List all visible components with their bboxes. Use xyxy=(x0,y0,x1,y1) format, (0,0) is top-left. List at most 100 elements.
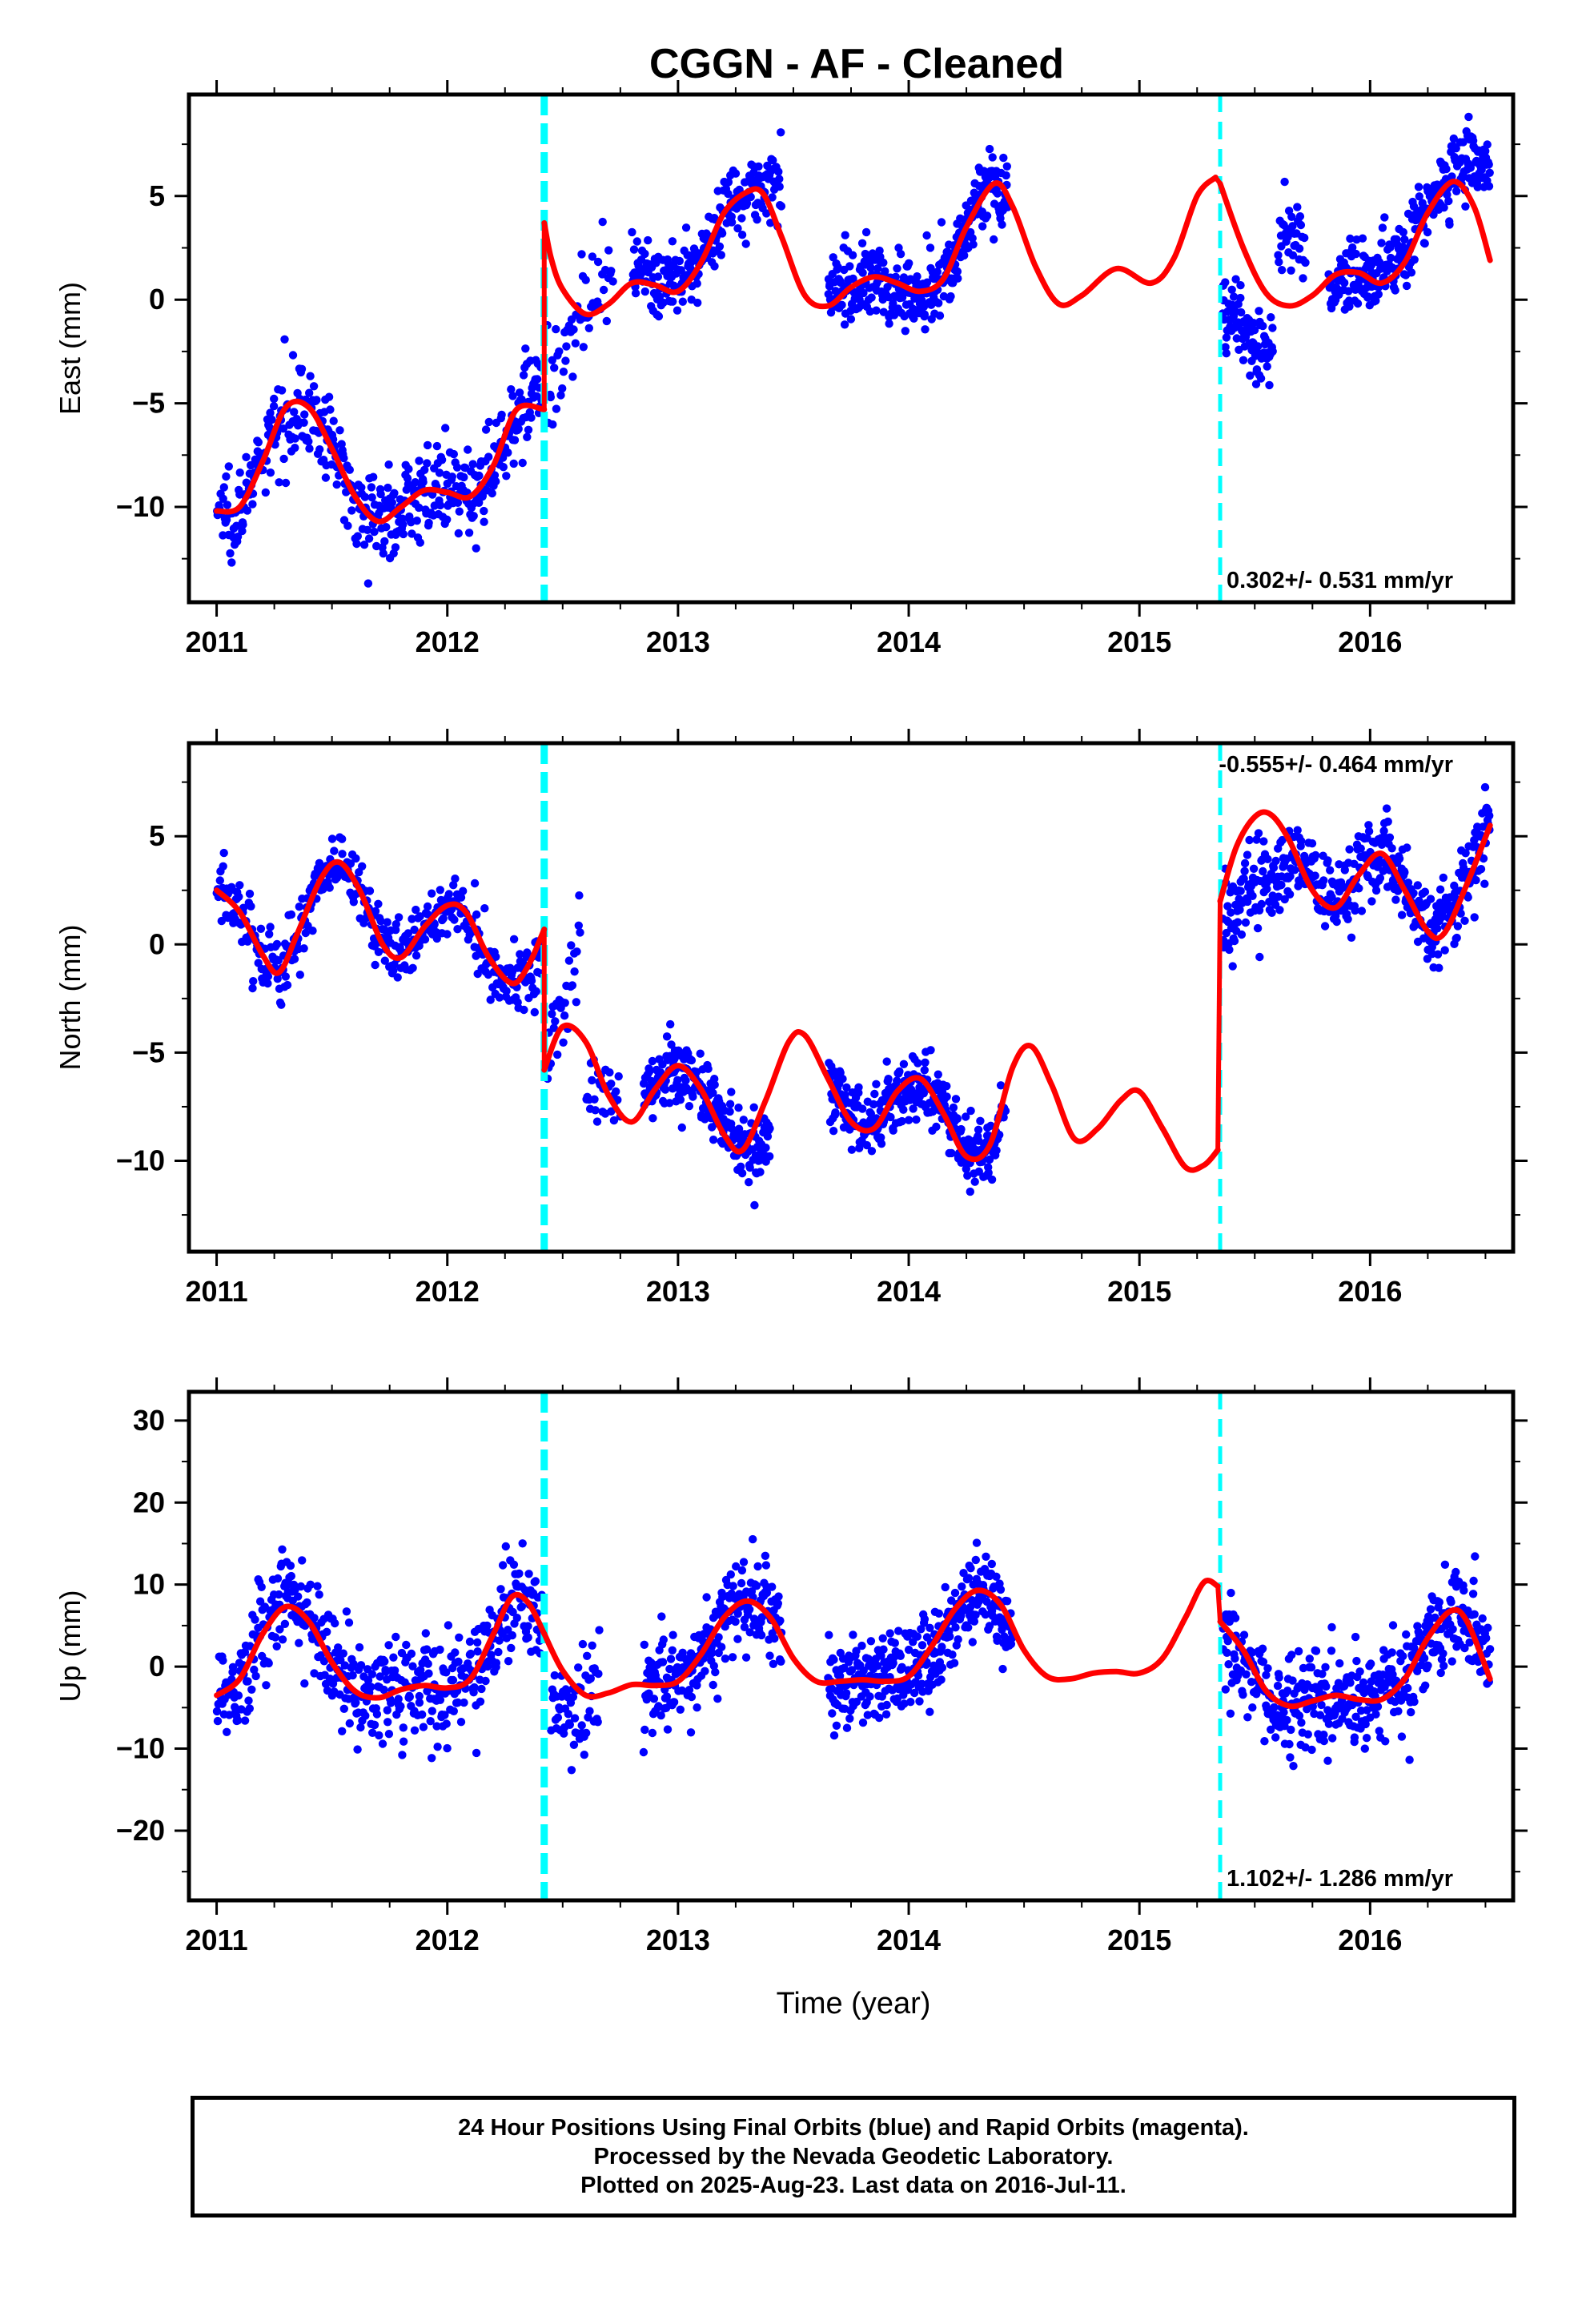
data-point xyxy=(873,1661,882,1671)
data-point xyxy=(424,518,433,528)
data-point xyxy=(987,1559,997,1569)
data-point xyxy=(480,904,489,913)
data-point xyxy=(1344,287,1353,296)
data-point xyxy=(845,262,854,271)
data-point xyxy=(842,1083,851,1092)
data-point xyxy=(737,1566,747,1575)
data-point xyxy=(567,1766,576,1775)
data-point xyxy=(492,1659,501,1667)
data-point xyxy=(1236,281,1245,290)
data-point xyxy=(1279,1708,1288,1717)
data-point xyxy=(960,251,969,260)
data-point xyxy=(219,1656,227,1665)
data-point xyxy=(837,300,846,309)
data-point xyxy=(591,1106,600,1115)
data-point xyxy=(451,1648,460,1657)
data-point xyxy=(365,887,375,895)
data-point xyxy=(1480,782,1490,792)
data-point xyxy=(570,1714,580,1723)
data-point xyxy=(656,1711,665,1720)
data-point xyxy=(371,907,380,916)
data-point xyxy=(432,934,441,943)
data-point xyxy=(215,876,224,885)
data-point xyxy=(608,277,617,286)
data-point xyxy=(745,1163,754,1172)
data-point xyxy=(416,538,424,547)
data-point xyxy=(415,1698,424,1707)
data-point xyxy=(510,436,520,444)
data-point xyxy=(290,408,299,416)
data-point xyxy=(380,1657,389,1666)
data-point xyxy=(339,1649,347,1658)
data-point xyxy=(520,1005,528,1015)
data-point xyxy=(777,1657,785,1666)
data-point xyxy=(1286,1753,1295,1762)
data-point xyxy=(448,1675,458,1685)
data-point xyxy=(441,424,450,432)
data-point xyxy=(775,182,784,191)
data-point xyxy=(1379,826,1388,835)
data-point xyxy=(1259,321,1267,331)
data-point xyxy=(1439,1649,1447,1658)
data-point xyxy=(998,1625,1006,1634)
data-point xyxy=(1382,804,1391,813)
data-point xyxy=(399,529,408,539)
data-point xyxy=(509,935,519,944)
data-point xyxy=(1255,952,1264,962)
data-point xyxy=(484,417,493,427)
model-step xyxy=(1215,901,1223,1151)
data-point xyxy=(453,498,463,507)
data-point xyxy=(1319,876,1328,885)
x-tick-label: 2014 xyxy=(877,1924,941,1956)
data-point xyxy=(770,1634,779,1643)
data-point xyxy=(1287,1725,1295,1735)
data-point xyxy=(957,1124,966,1134)
y-tick-label: 20 xyxy=(133,1486,165,1518)
data-point xyxy=(219,862,227,871)
data-point xyxy=(739,1116,748,1124)
data-point xyxy=(900,1699,909,1708)
data-point xyxy=(1239,1630,1249,1639)
data-point xyxy=(408,963,417,973)
data-point xyxy=(319,1657,329,1666)
data-point xyxy=(1002,1597,1012,1606)
data-point xyxy=(745,1178,753,1187)
data-point xyxy=(351,1698,360,1707)
up-y-label: Up (mm) xyxy=(54,1590,86,1703)
data-point xyxy=(648,1056,657,1066)
data-point xyxy=(523,432,532,441)
data-point xyxy=(1225,945,1234,955)
data-point xyxy=(1459,138,1468,147)
data-point xyxy=(325,883,334,892)
data-point xyxy=(342,1607,351,1616)
data-point xyxy=(380,537,389,546)
data-point xyxy=(1267,908,1276,918)
data-point xyxy=(281,972,290,981)
data-point xyxy=(476,1697,485,1706)
data-point xyxy=(410,1726,420,1735)
data-point xyxy=(731,169,741,178)
data-point xyxy=(296,1582,306,1591)
data-point xyxy=(353,532,362,541)
data-point xyxy=(404,929,413,938)
data-point xyxy=(428,889,436,898)
data-point xyxy=(1420,887,1430,896)
data-point xyxy=(278,1545,287,1554)
data-point xyxy=(384,1730,394,1739)
data-point xyxy=(841,231,849,239)
data-point xyxy=(1293,203,1302,211)
data-point xyxy=(829,1731,839,1740)
data-point xyxy=(226,549,235,558)
data-point xyxy=(882,1057,891,1066)
data-point xyxy=(1345,845,1354,854)
data-point xyxy=(574,1663,583,1672)
data-point xyxy=(1239,875,1248,883)
data-point xyxy=(1456,909,1465,918)
data-point xyxy=(1375,874,1385,883)
data-point xyxy=(1410,1697,1419,1707)
data-point xyxy=(270,394,279,404)
data-point xyxy=(588,1076,596,1085)
data-point xyxy=(745,1628,754,1637)
data-point xyxy=(693,1681,701,1690)
